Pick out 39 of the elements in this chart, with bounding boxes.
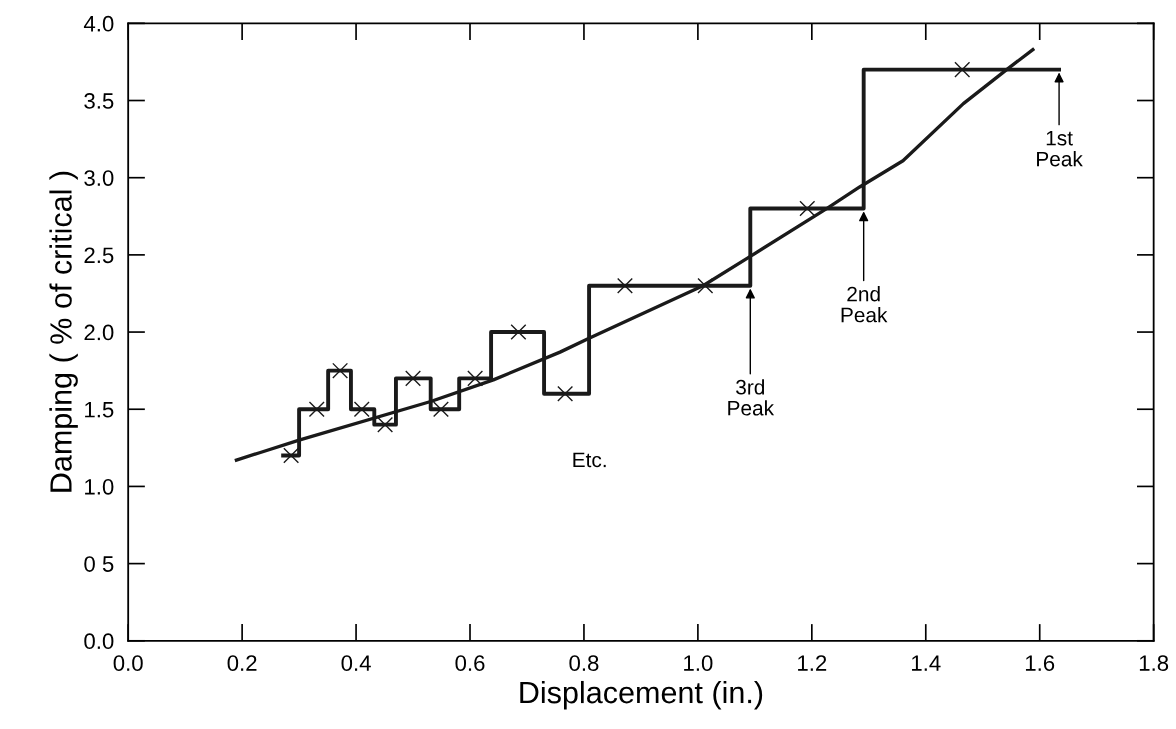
x-axis-title: Displacement (in.) xyxy=(520,680,763,710)
x-tick-label: 1.0 xyxy=(684,655,713,671)
point xyxy=(799,200,816,217)
y-tick-label: 2.5 xyxy=(84,247,114,264)
x-tick-label: 1.8 xyxy=(1139,655,1169,671)
point xyxy=(616,277,633,294)
point xyxy=(308,401,325,418)
y-axis-title: Damping ( % of critical ) xyxy=(49,171,78,492)
y-tick-label: 3.0 xyxy=(84,170,114,186)
point xyxy=(405,370,422,387)
x-tick-label: 0.0 xyxy=(113,655,143,671)
x-tick-label: 0.2 xyxy=(227,655,257,671)
point xyxy=(283,447,300,464)
point xyxy=(377,416,394,433)
point xyxy=(557,385,574,402)
x-tick-label: 1.4 xyxy=(912,655,941,671)
y-tick-label: 0.0 xyxy=(84,633,114,650)
y-tick-label: 4.0 xyxy=(83,15,114,32)
annotation: Etc. xyxy=(573,452,606,468)
point xyxy=(510,324,527,341)
annotation: 2nd Peak xyxy=(841,286,888,323)
y-tick-label: 1.5 xyxy=(85,402,114,418)
y-tick-label: 2.0 xyxy=(84,324,114,341)
point xyxy=(697,277,714,294)
point xyxy=(353,401,370,418)
point xyxy=(954,61,971,78)
point xyxy=(432,401,449,418)
y-tick-label: 1.0 xyxy=(85,478,114,495)
point xyxy=(467,370,484,387)
annotation: 3rd Peak xyxy=(728,379,775,416)
x-tick-label: 1.6 xyxy=(1025,655,1055,671)
x-tick-label: 0.6 xyxy=(455,655,485,671)
x-tick-label: 0.4 xyxy=(341,655,371,671)
point xyxy=(332,362,349,379)
x-tick-label: 0.8 xyxy=(569,655,599,671)
annotation: 1st Peak xyxy=(1037,130,1083,167)
x-tick-label: 1.2 xyxy=(798,655,827,671)
y-tick-label: 3.5 xyxy=(84,93,114,109)
y-tick-label: 0 5 xyxy=(84,556,114,572)
